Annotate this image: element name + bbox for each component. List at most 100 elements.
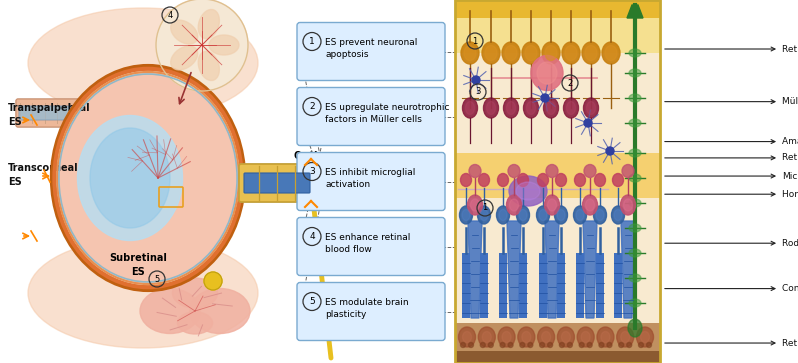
Text: Optic nerve: Optic nerve — [294, 151, 358, 161]
Ellipse shape — [469, 164, 481, 178]
Ellipse shape — [543, 98, 559, 118]
Ellipse shape — [602, 42, 620, 64]
Ellipse shape — [617, 327, 634, 347]
Ellipse shape — [198, 51, 219, 81]
Ellipse shape — [637, 327, 654, 347]
Ellipse shape — [502, 331, 511, 343]
Ellipse shape — [547, 102, 555, 114]
Bar — [455, 0, 660, 363]
Ellipse shape — [577, 327, 595, 347]
Circle shape — [567, 343, 572, 347]
Ellipse shape — [547, 199, 556, 211]
Ellipse shape — [576, 209, 584, 220]
Bar — [455, 323, 660, 351]
FancyBboxPatch shape — [297, 217, 445, 276]
Circle shape — [599, 343, 604, 347]
Ellipse shape — [557, 209, 565, 220]
Ellipse shape — [584, 164, 596, 178]
Text: 2: 2 — [567, 78, 573, 87]
Bar — [596, 253, 604, 318]
Ellipse shape — [499, 209, 507, 220]
Ellipse shape — [527, 102, 535, 114]
Ellipse shape — [504, 98, 519, 118]
Ellipse shape — [583, 195, 598, 215]
Ellipse shape — [565, 45, 577, 61]
Ellipse shape — [497, 174, 508, 187]
Circle shape — [519, 343, 525, 347]
Ellipse shape — [487, 102, 496, 114]
Bar — [455, 0, 660, 18]
Ellipse shape — [605, 45, 617, 61]
Ellipse shape — [586, 199, 595, 211]
Bar — [462, 253, 470, 318]
Bar — [499, 253, 507, 318]
Ellipse shape — [516, 182, 540, 200]
Text: Horizontal cell: Horizontal cell — [782, 190, 798, 199]
FancyBboxPatch shape — [239, 164, 315, 202]
Ellipse shape — [482, 331, 492, 343]
Text: 5: 5 — [154, 274, 160, 284]
Ellipse shape — [628, 319, 642, 337]
Circle shape — [579, 343, 584, 347]
Ellipse shape — [567, 102, 575, 114]
Text: 1: 1 — [472, 37, 478, 45]
Polygon shape — [468, 221, 482, 318]
Ellipse shape — [462, 209, 470, 220]
Circle shape — [607, 343, 612, 347]
Ellipse shape — [583, 98, 598, 118]
Bar — [519, 253, 527, 318]
Ellipse shape — [525, 45, 537, 61]
Bar — [539, 253, 547, 318]
Text: Transpalpebral: Transpalpebral — [8, 103, 91, 113]
FancyBboxPatch shape — [297, 23, 445, 81]
Text: Amacrine cell: Amacrine cell — [782, 137, 798, 146]
Ellipse shape — [629, 274, 641, 282]
Text: Retinal pigment epithelial cell: Retinal pigment epithelial cell — [782, 339, 798, 347]
Bar — [480, 253, 488, 318]
Ellipse shape — [522, 331, 531, 343]
Ellipse shape — [537, 62, 557, 84]
Text: ES modulate brain
plasticity: ES modulate brain plasticity — [325, 298, 409, 319]
Circle shape — [606, 147, 614, 155]
Ellipse shape — [171, 20, 198, 44]
Ellipse shape — [523, 98, 539, 118]
Ellipse shape — [562, 42, 580, 64]
Circle shape — [488, 343, 493, 347]
Circle shape — [626, 343, 632, 347]
Ellipse shape — [509, 199, 519, 211]
Text: 4: 4 — [309, 232, 315, 241]
Circle shape — [646, 343, 651, 347]
Ellipse shape — [465, 102, 475, 114]
Ellipse shape — [555, 206, 567, 224]
Text: ES upregulate neurotrophic
factors in Müller cells: ES upregulate neurotrophic factors in Mü… — [325, 103, 449, 124]
Ellipse shape — [536, 206, 550, 224]
Text: ES inhibit microglial
activation: ES inhibit microglial activation — [325, 168, 416, 189]
Ellipse shape — [28, 8, 258, 118]
Ellipse shape — [463, 98, 477, 118]
Ellipse shape — [484, 98, 499, 118]
Ellipse shape — [471, 199, 480, 211]
FancyBboxPatch shape — [19, 106, 133, 120]
Ellipse shape — [479, 174, 489, 187]
Text: Rod photoreceptor cell: Rod photoreceptor cell — [782, 239, 798, 248]
Ellipse shape — [28, 238, 258, 348]
Ellipse shape — [463, 331, 472, 343]
Ellipse shape — [459, 327, 476, 347]
FancyBboxPatch shape — [19, 106, 133, 120]
Bar — [576, 253, 584, 318]
Polygon shape — [621, 221, 635, 318]
Ellipse shape — [587, 102, 595, 114]
Ellipse shape — [621, 195, 635, 215]
FancyBboxPatch shape — [244, 173, 310, 193]
Ellipse shape — [542, 42, 560, 64]
Text: ES: ES — [8, 117, 22, 127]
Text: 3: 3 — [476, 87, 480, 97]
Ellipse shape — [557, 327, 575, 347]
Ellipse shape — [482, 42, 500, 64]
Ellipse shape — [563, 98, 579, 118]
Circle shape — [204, 272, 222, 290]
Ellipse shape — [77, 115, 183, 241]
Ellipse shape — [585, 45, 597, 61]
Circle shape — [156, 0, 248, 91]
Bar — [557, 253, 565, 318]
